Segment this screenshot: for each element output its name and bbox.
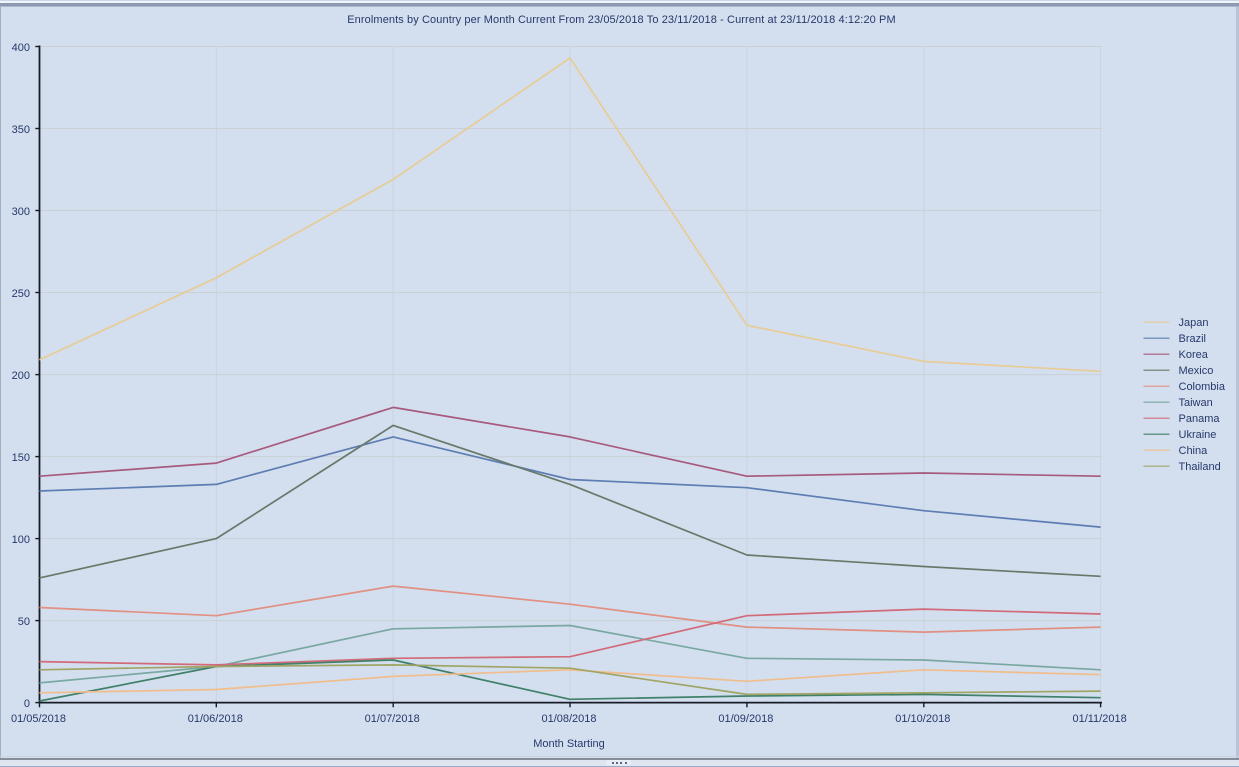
svg-text:01/05/2018: 01/05/2018 (11, 713, 66, 725)
svg-text:Thailand: Thailand (1179, 461, 1221, 473)
svg-text:01/11/2018: 01/11/2018 (1072, 713, 1126, 725)
svg-text:350: 350 (12, 124, 30, 136)
svg-text:Colombia: Colombia (1179, 381, 1226, 393)
svg-text:01/08/2018: 01/08/2018 (541, 713, 596, 725)
svg-text:Enrolments by Country per Mont: Enrolments by Country per Month Current … (347, 14, 896, 26)
svg-text:250: 250 (12, 288, 30, 300)
svg-text:01/10/2018: 01/10/2018 (895, 713, 950, 725)
svg-text:200: 200 (12, 370, 30, 382)
svg-text:Mexico: Mexico (1179, 365, 1214, 377)
svg-text:01/06/2018: 01/06/2018 (188, 713, 243, 725)
svg-text:100: 100 (12, 534, 30, 546)
svg-text:300: 300 (12, 206, 30, 218)
svg-text:Ukraine: Ukraine (1179, 429, 1217, 441)
svg-text:China: China (1179, 445, 1209, 457)
svg-text:Brazil: Brazil (1179, 333, 1207, 345)
svg-text:0: 0 (24, 698, 30, 710)
svg-text:150: 150 (12, 452, 30, 464)
svg-text:Taiwan: Taiwan (1179, 397, 1213, 409)
svg-text:Month Starting: Month Starting (533, 738, 605, 750)
svg-text:50: 50 (18, 616, 30, 628)
svg-text:Korea: Korea (1179, 349, 1209, 361)
svg-text:400: 400 (12, 42, 30, 54)
svg-text:Japan: Japan (1179, 317, 1209, 329)
svg-text:01/09/2018: 01/09/2018 (718, 713, 773, 725)
svg-text:Panama: Panama (1179, 413, 1221, 425)
svg-text:01/07/2018: 01/07/2018 (365, 713, 420, 725)
